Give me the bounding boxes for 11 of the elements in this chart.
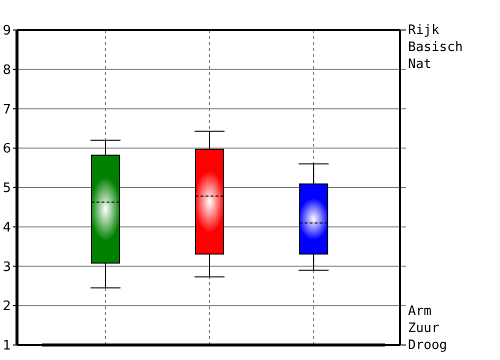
y-tick-label: 6 [2, 142, 11, 157]
text: Rijk Basisch Nat [408, 23, 463, 72]
text: Arm Zuur Droog [408, 304, 448, 353]
y-tick-label: 1 [2, 338, 11, 354]
y-tick-label: 2 [2, 299, 11, 314]
y-tick-label: 7 [2, 102, 11, 118]
y-tick-label: 4 [2, 220, 11, 236]
y-tick-label: 5 [2, 181, 11, 196]
y-tick-label: 8 [2, 62, 11, 78]
y-tick-label: 9 [2, 24, 11, 39]
y-tick-label: 3 [2, 260, 11, 275]
